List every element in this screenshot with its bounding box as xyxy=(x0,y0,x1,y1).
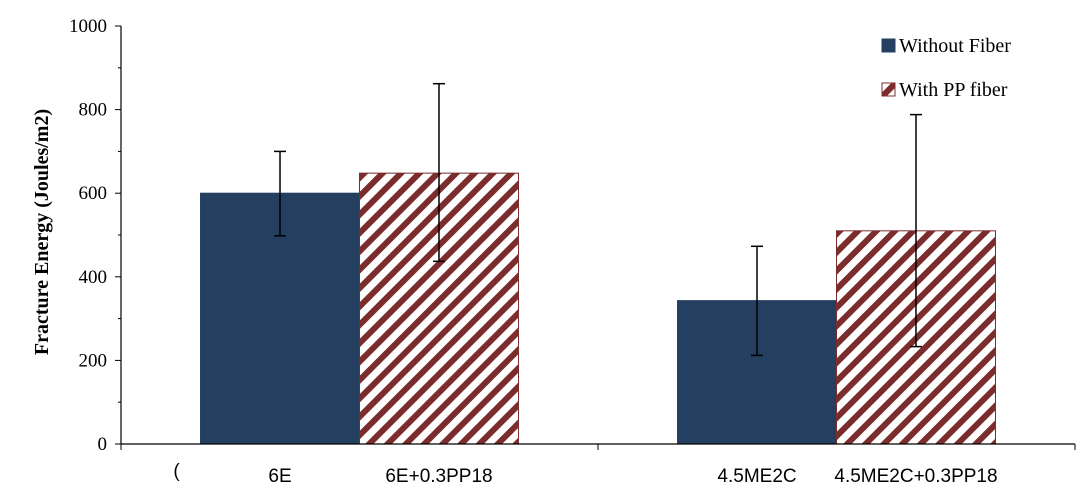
x-stray-label: ( xyxy=(173,461,180,482)
plot-area xyxy=(200,82,996,445)
legend-label: Without Fiber xyxy=(899,35,1011,57)
x-axis: 6E 6E+0.3PP18 4.5ME2C 4.5ME2C+0.3PP18 ( xyxy=(120,443,1076,487)
y-axis: 0 200 400 600 800 1000 xyxy=(69,16,122,455)
legend-swatch xyxy=(881,82,896,97)
x-category-label: 4.5ME2C+0.3PP18 xyxy=(834,466,997,487)
legend-label: With PP fiber xyxy=(899,79,1008,101)
x-category-label: 4.5ME2C xyxy=(717,466,796,487)
y-tick-label: 0 xyxy=(98,434,108,455)
y-tick-label: 600 xyxy=(79,183,108,204)
y-tick-label: 400 xyxy=(79,267,108,288)
x-category-label: 6E xyxy=(268,466,291,487)
y-tick-label: 800 xyxy=(79,100,108,121)
y-tick-label: 200 xyxy=(79,350,108,371)
y-tick-label: 1000 xyxy=(69,16,107,37)
x-category-label: 6E+0.3PP18 xyxy=(385,466,492,487)
y-axis-title: Fracture Energy (Joules/m2) xyxy=(31,109,53,355)
legend: Without Fiber With PP fiber xyxy=(881,35,1011,101)
legend-swatch xyxy=(881,38,896,53)
